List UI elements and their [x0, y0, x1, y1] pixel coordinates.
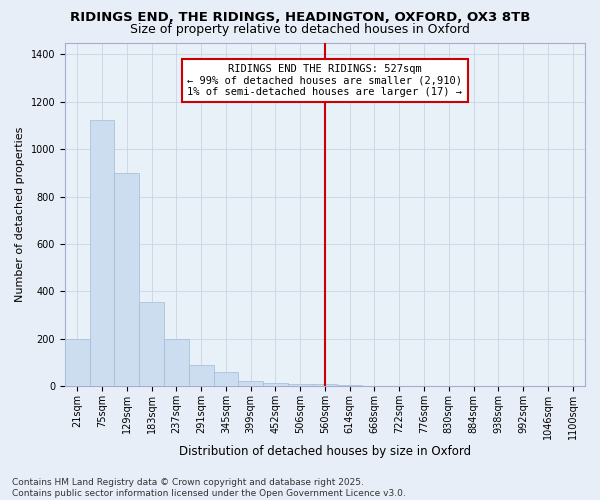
Bar	[263, 382, 288, 386]
X-axis label: Distribution of detached houses by size in Oxford: Distribution of detached houses by size …	[179, 444, 471, 458]
Bar	[337, 385, 362, 386]
Text: RIDINGS END THE RIDINGS: 527sqm
← 99% of detached houses are smaller (2,910)
1% : RIDINGS END THE RIDINGS: 527sqm ← 99% of…	[187, 64, 463, 97]
Bar	[214, 372, 238, 386]
Bar	[115, 173, 139, 386]
Bar	[313, 384, 337, 386]
Bar	[288, 384, 313, 386]
Bar	[89, 120, 115, 386]
Bar	[238, 382, 263, 386]
Text: Contains HM Land Registry data © Crown copyright and database right 2025.
Contai: Contains HM Land Registry data © Crown c…	[12, 478, 406, 498]
Bar	[139, 302, 164, 386]
Bar	[189, 364, 214, 386]
Bar	[164, 338, 189, 386]
Text: RIDINGS END, THE RIDINGS, HEADINGTON, OXFORD, OX3 8TB: RIDINGS END, THE RIDINGS, HEADINGTON, OX…	[70, 11, 530, 24]
Y-axis label: Number of detached properties: Number of detached properties	[15, 126, 25, 302]
Bar	[65, 338, 89, 386]
Text: Size of property relative to detached houses in Oxford: Size of property relative to detached ho…	[130, 22, 470, 36]
